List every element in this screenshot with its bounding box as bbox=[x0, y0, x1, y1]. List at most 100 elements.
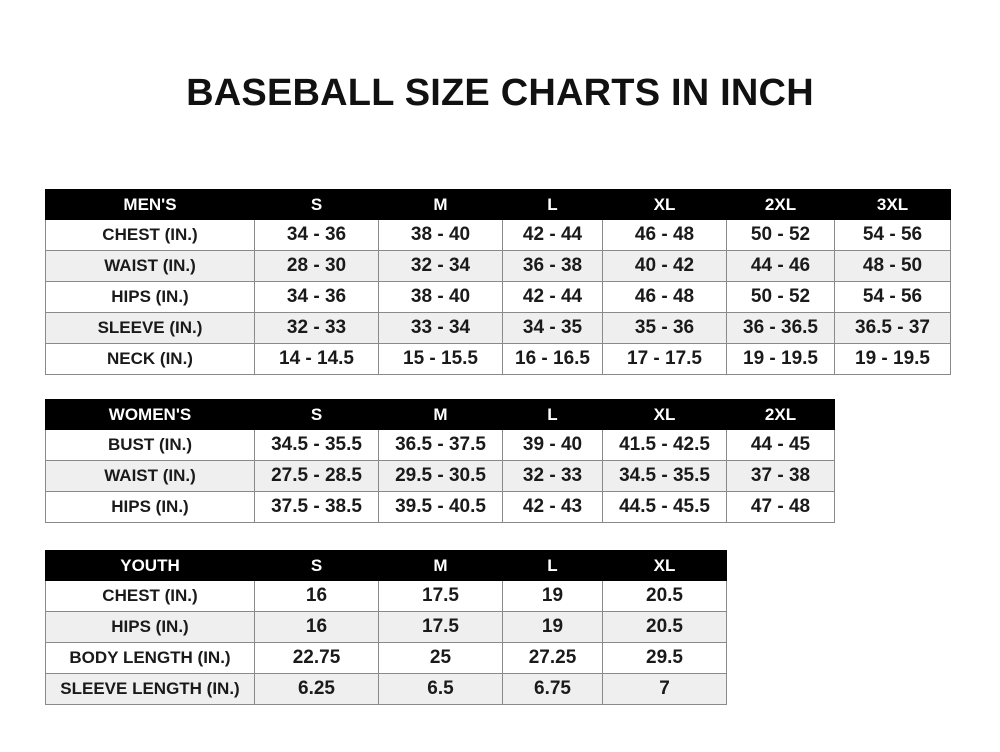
table-row: NECK (IN.) 14 - 14.5 15 - 15.5 16 - 16.5 17 … bbox=[45, 343, 951, 375]
size-value-cell: 34 - 36 bbox=[254, 219, 379, 251]
table-row: SLEEVE (IN.) 32 - 33 33 - 34 34 - 35 35 - 36… bbox=[45, 312, 951, 344]
measurement-label: SLEEVE LENGTH (IN.) bbox=[45, 673, 255, 705]
size-value-cell: 28 - 30 bbox=[254, 250, 379, 282]
measurement-label: WAIST (IN.) bbox=[45, 250, 255, 282]
size-value-cell: 32 - 33 bbox=[254, 312, 379, 344]
size-value-cell: 6.5 bbox=[378, 673, 503, 705]
size-value-cell: 42 - 44 bbox=[502, 219, 603, 251]
size-value-cell: 33 - 34 bbox=[378, 312, 503, 344]
size-value-cell: 41.5 - 42.5 bbox=[602, 429, 727, 461]
size-value-cell: 16 - 16.5 bbox=[502, 343, 603, 375]
size-value-cell: 34 - 35 bbox=[502, 312, 603, 344]
size-value-cell: 6.75 bbox=[502, 673, 603, 705]
table-category-header: MEN'S bbox=[45, 189, 255, 220]
table-row: WAIST (IN.) 27.5 - 28.5 29.5 - 30.5 32 - 33… bbox=[45, 460, 835, 492]
size-value-cell: 37.5 - 38.5 bbox=[254, 491, 379, 523]
size-value-cell: 40 - 42 bbox=[602, 250, 727, 282]
size-value-cell: 14 - 14.5 bbox=[254, 343, 379, 375]
table-row: SLEEVE LENGTH (IN.) 6.25 6.5 6.75 7 bbox=[45, 673, 727, 705]
size-value-cell: 34 - 36 bbox=[254, 281, 379, 313]
measurement-label: CHEST (IN.) bbox=[45, 580, 255, 612]
size-value-cell: 39.5 - 40.5 bbox=[378, 491, 503, 523]
size-column-header: S bbox=[254, 189, 379, 220]
size-value-cell: 35 - 36 bbox=[602, 312, 727, 344]
table-category-header: YOUTH bbox=[45, 550, 255, 581]
measurement-label: CHEST (IN.) bbox=[45, 219, 255, 251]
size-value-cell: 19 bbox=[502, 580, 603, 612]
size-value-cell: 44 - 46 bbox=[726, 250, 835, 282]
size-value-cell: 36.5 - 37 bbox=[834, 312, 951, 344]
page-title: BASEBALL SIZE CHARTS IN INCH bbox=[186, 72, 814, 114]
size-value-cell: 42 - 44 bbox=[502, 281, 603, 313]
size-value-cell: 20.5 bbox=[602, 580, 727, 612]
size-column-header: M bbox=[378, 189, 503, 220]
measurement-label: WAIST (IN.) bbox=[45, 460, 255, 492]
size-value-cell: 16 bbox=[254, 611, 379, 643]
table-row: HIPS (IN.) 34 - 36 38 - 40 42 - 44 46 - 48 50… bbox=[45, 281, 951, 313]
size-value-cell: 7 bbox=[602, 673, 727, 705]
table-header-row: YOUTH S M L XL bbox=[45, 550, 727, 581]
table-row: WAIST (IN.) 28 - 30 32 - 34 36 - 38 40 - 42 4… bbox=[45, 250, 951, 282]
size-value-cell: 15 - 15.5 bbox=[378, 343, 503, 375]
size-column-header: S bbox=[254, 550, 379, 581]
table-row: CHEST (IN.) 34 - 36 38 - 40 42 - 44 46 - 48 5… bbox=[45, 219, 951, 251]
size-value-cell: 32 - 33 bbox=[502, 460, 603, 492]
size-value-cell: 25 bbox=[378, 642, 503, 674]
size-column-header: XL bbox=[602, 399, 727, 430]
size-value-cell: 27.25 bbox=[502, 642, 603, 674]
size-column-header: L bbox=[502, 399, 603, 430]
size-column-header: 2XL bbox=[726, 399, 835, 430]
size-value-cell: 36 - 36.5 bbox=[726, 312, 835, 344]
size-value-cell: 34.5 - 35.5 bbox=[254, 429, 379, 461]
size-value-cell: 32 - 34 bbox=[378, 250, 503, 282]
size-value-cell: 50 - 52 bbox=[726, 219, 835, 251]
size-value-cell: 46 - 48 bbox=[602, 281, 727, 313]
size-column-header: S bbox=[254, 399, 379, 430]
size-value-cell: 47 - 48 bbox=[726, 491, 835, 523]
size-value-cell: 6.25 bbox=[254, 673, 379, 705]
measurement-label: HIPS (IN.) bbox=[45, 611, 255, 643]
table-row: HIPS (IN.) 16 17.5 19 20.5 bbox=[45, 611, 727, 643]
size-value-cell: 19 - 19.5 bbox=[834, 343, 951, 375]
size-value-cell: 16 bbox=[254, 580, 379, 612]
size-value-cell: 54 - 56 bbox=[834, 219, 951, 251]
size-value-cell: 54 - 56 bbox=[834, 281, 951, 313]
size-value-cell: 17.5 bbox=[378, 580, 503, 612]
size-value-cell: 29.5 bbox=[602, 642, 727, 674]
table-row: HIPS (IN.) 37.5 - 38.5 39.5 - 40.5 42 - 43 4… bbox=[45, 491, 835, 523]
size-column-header: XL bbox=[602, 550, 727, 581]
measurement-label: HIPS (IN.) bbox=[45, 491, 255, 523]
table-category-header: WOMEN'S bbox=[45, 399, 255, 430]
size-column-header: L bbox=[502, 189, 603, 220]
size-value-cell: 20.5 bbox=[602, 611, 727, 643]
table-header-row: MEN'S S M L XL 2XL 3XL bbox=[45, 189, 951, 220]
size-value-cell: 34.5 - 35.5 bbox=[602, 460, 727, 492]
size-value-cell: 48 - 50 bbox=[834, 250, 951, 282]
size-value-cell: 29.5 - 30.5 bbox=[378, 460, 503, 492]
size-value-cell: 36 - 38 bbox=[502, 250, 603, 282]
youth-size-table: YOUTH S M L XL CHEST (IN.) 16 17.5 19 20.5 HIPS (I… bbox=[45, 550, 727, 705]
measurement-label: BODY LENGTH (IN.) bbox=[45, 642, 255, 674]
size-value-cell: 17 - 17.5 bbox=[602, 343, 727, 375]
table-row: BUST (IN.) 34.5 - 35.5 36.5 - 37.5 39 - 40 4… bbox=[45, 429, 835, 461]
size-column-header: M bbox=[378, 550, 503, 581]
size-value-cell: 42 - 43 bbox=[502, 491, 603, 523]
size-column-header: 3XL bbox=[834, 189, 951, 220]
size-column-header: L bbox=[502, 550, 603, 581]
size-column-header: 2XL bbox=[726, 189, 835, 220]
measurement-label: NECK (IN.) bbox=[45, 343, 255, 375]
womens-size-table: WOMEN'S S M L XL 2XL BUST (IN.) 34.5 - 35.5 36.5… bbox=[45, 399, 835, 523]
table-row: BODY LENGTH (IN.) 22.75 25 27.25 29.5 bbox=[45, 642, 727, 674]
size-value-cell: 50 - 52 bbox=[726, 281, 835, 313]
size-value-cell: 38 - 40 bbox=[378, 281, 503, 313]
size-value-cell: 46 - 48 bbox=[602, 219, 727, 251]
size-value-cell: 37 - 38 bbox=[726, 460, 835, 492]
measurement-label: SLEEVE (IN.) bbox=[45, 312, 255, 344]
mens-size-table: MEN'S S M L XL 2XL 3XL CHEST (IN.) 34 - 36 38 - 4… bbox=[45, 189, 951, 375]
size-value-cell: 44.5 - 45.5 bbox=[602, 491, 727, 523]
measurement-label: HIPS (IN.) bbox=[45, 281, 255, 313]
size-value-cell: 19 - 19.5 bbox=[726, 343, 835, 375]
size-value-cell: 27.5 - 28.5 bbox=[254, 460, 379, 492]
size-value-cell: 44 - 45 bbox=[726, 429, 835, 461]
size-column-header: M bbox=[378, 399, 503, 430]
